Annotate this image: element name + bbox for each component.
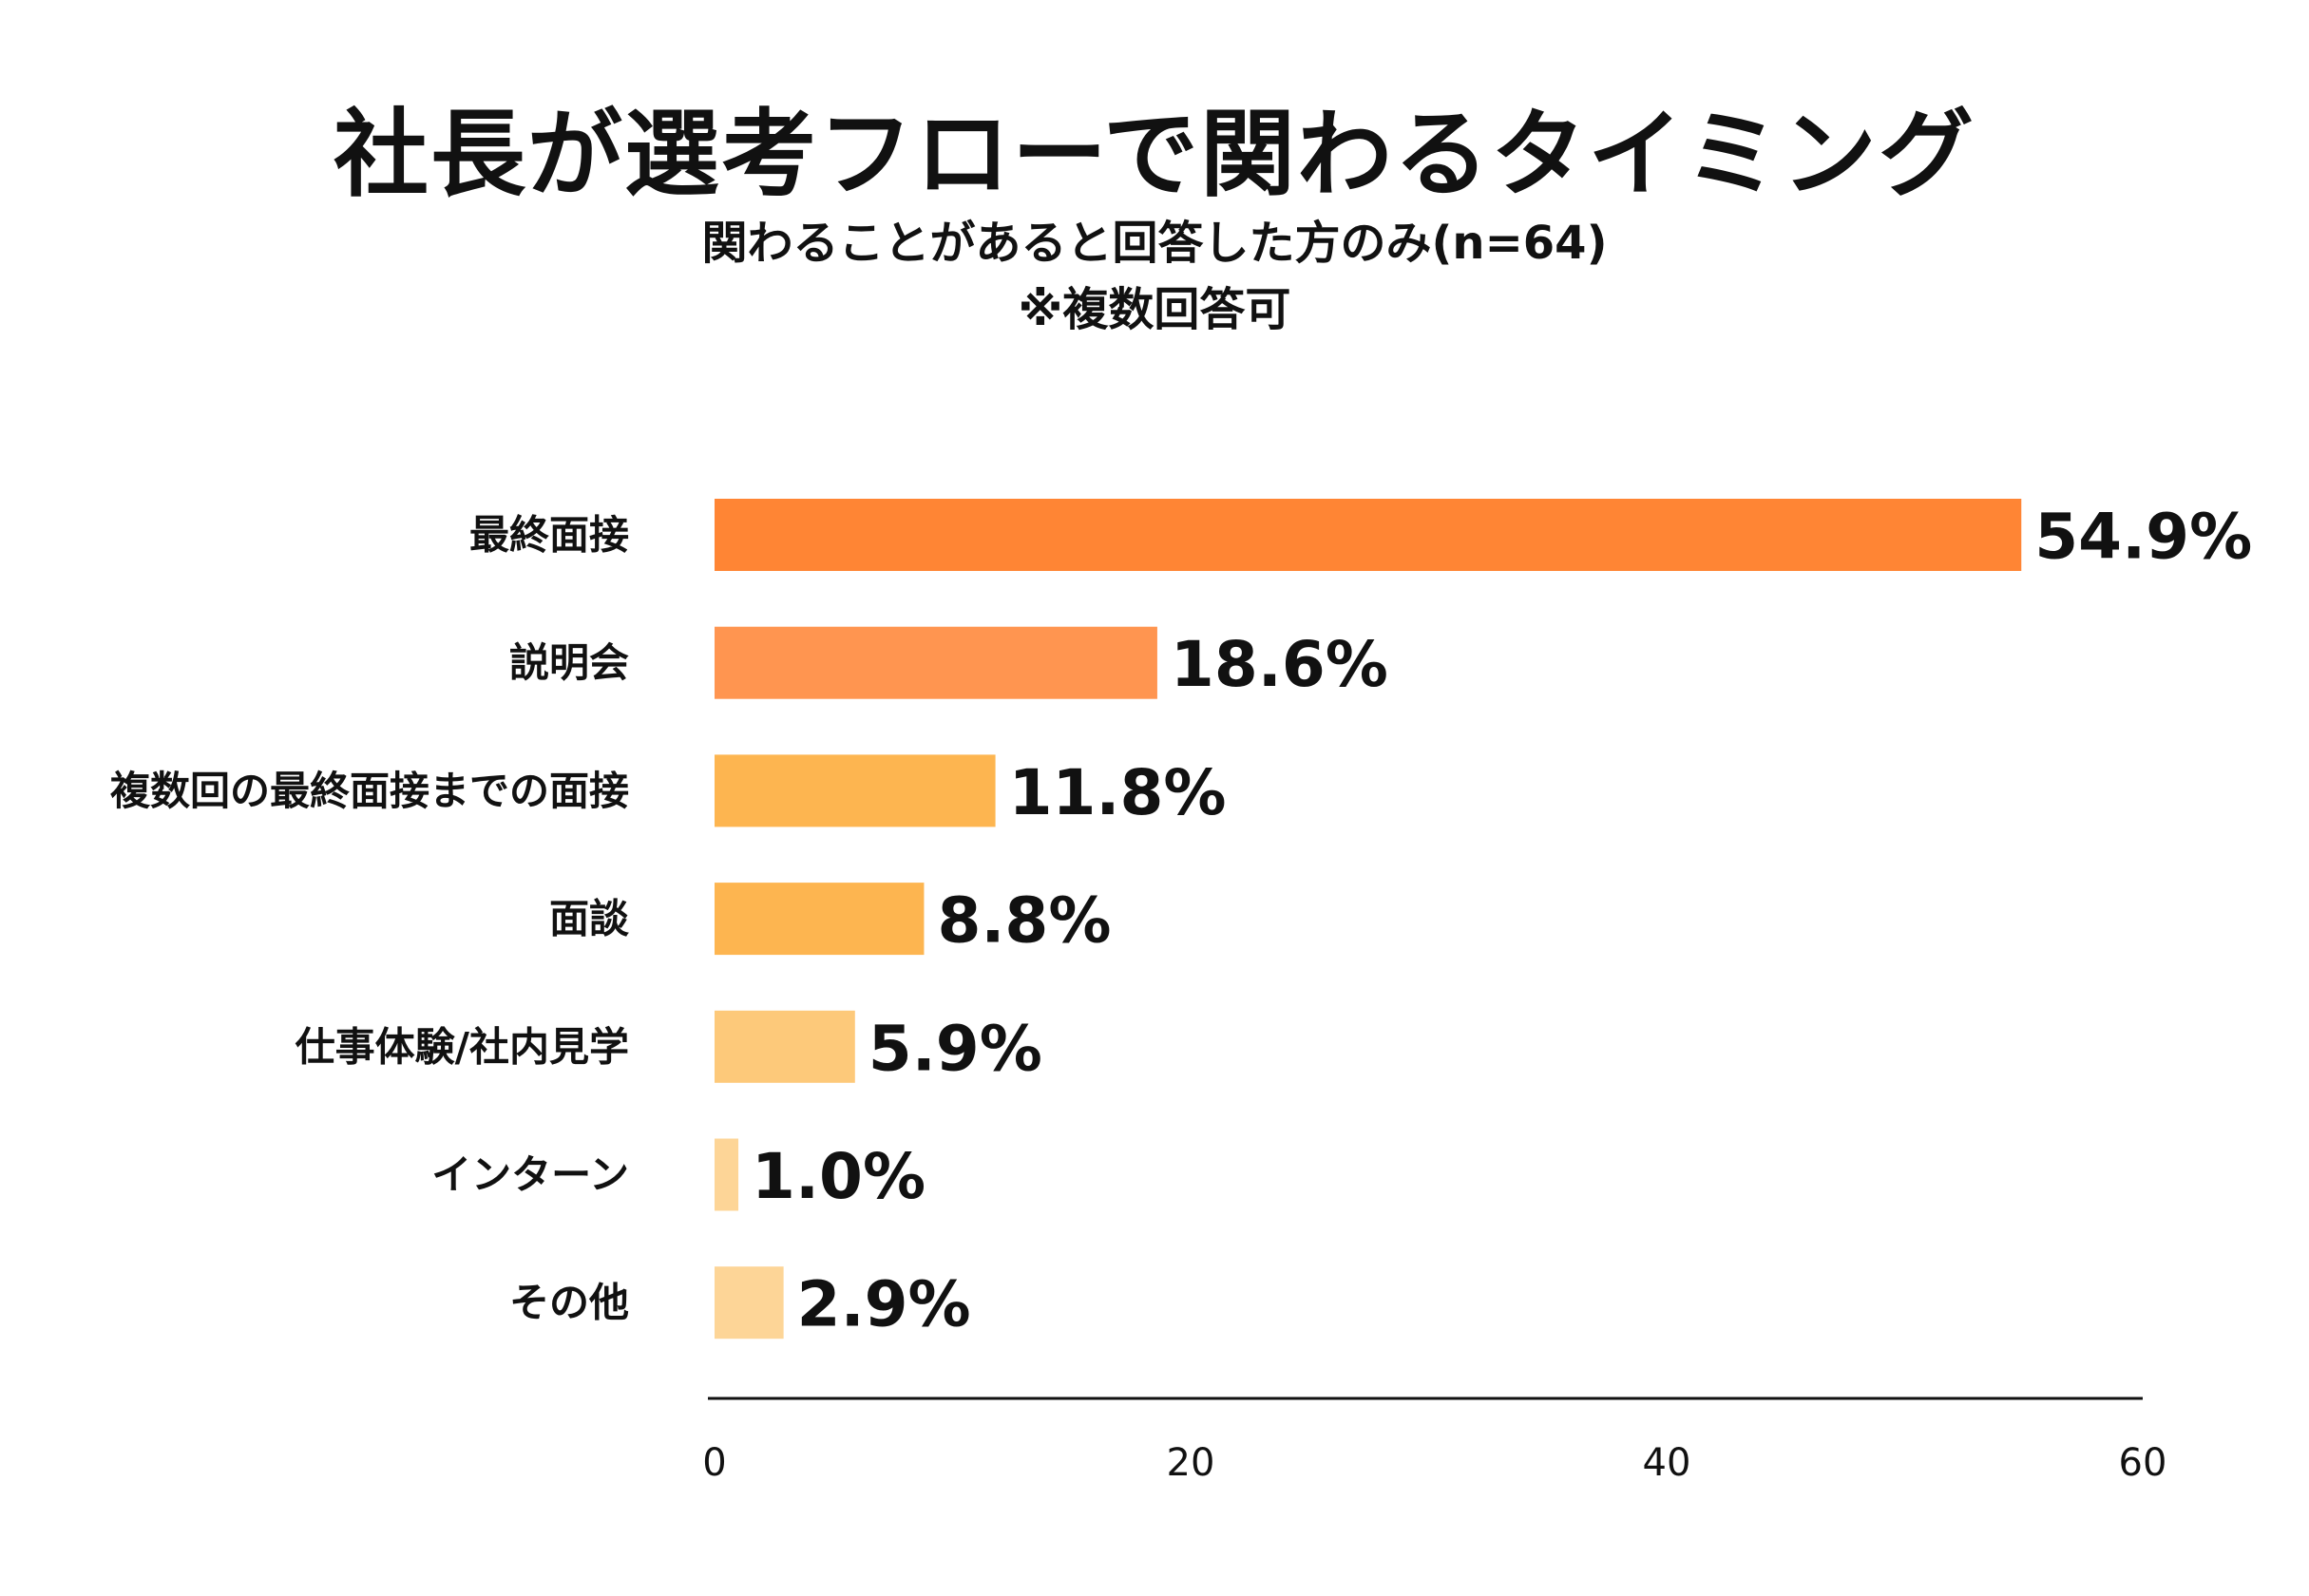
bar [715, 626, 1157, 699]
x-tick-label: 20 [1167, 1441, 1215, 1485]
x-tick-label: 0 [702, 1441, 726, 1485]
value-label: 11.8% [1009, 756, 1227, 829]
bar [715, 499, 2022, 571]
value-label: 1.0% [752, 1140, 926, 1213]
chart-subtitle: 関わることがあると回答した方のみ(n=64) [701, 217, 1608, 270]
bar [715, 754, 996, 827]
chart-note: ※複数回答可 [1018, 283, 1291, 336]
category-label: 最終面接 [469, 512, 629, 559]
bar [715, 883, 925, 956]
chart-title: 社長が選考フローで関わるタイミング [334, 99, 1975, 210]
category-label: 仕事体験/社内見学 [296, 1023, 629, 1070]
bar [715, 1010, 855, 1083]
category-label: 複数回の最終面接までの面接 [110, 768, 629, 814]
value-label: 2.9% [797, 1268, 971, 1341]
x-tick-label: 40 [1643, 1441, 1691, 1485]
category-label: その他 [509, 1280, 629, 1326]
category-label: 面談 [549, 896, 629, 942]
value-label: 8.8% [937, 884, 1111, 958]
bar [715, 1138, 739, 1211]
value-label: 5.9% [868, 1012, 1042, 1085]
x-tick-label: 60 [2119, 1441, 2167, 1485]
category-label: 説明会 [509, 639, 629, 686]
value-label: 18.6% [1171, 628, 1388, 701]
value-label: 54.9% [2034, 501, 2252, 574]
bar [715, 1266, 784, 1340]
category-label: インターン [431, 1151, 629, 1198]
